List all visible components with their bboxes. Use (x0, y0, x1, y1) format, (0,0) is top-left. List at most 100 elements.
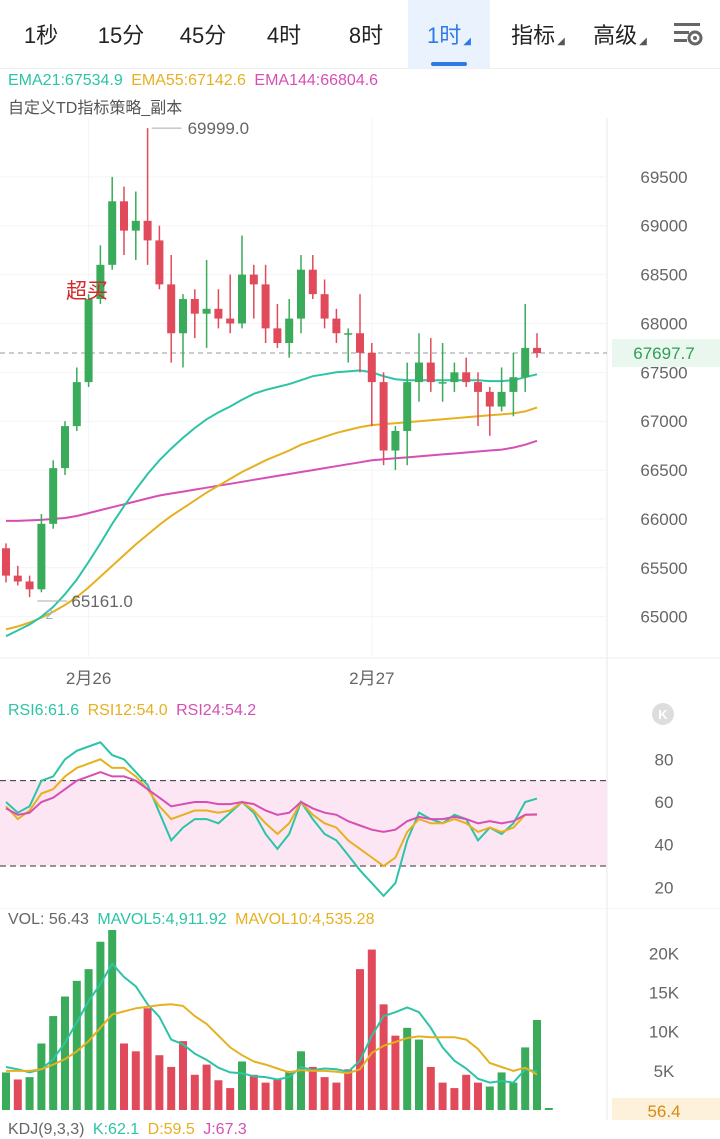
mavol5-line (5, 962, 538, 1084)
candle-body (438, 382, 447, 384)
dropdown-triangle-icon: ◢ (463, 35, 471, 47)
ema55-label: EMA55:67142.6 (131, 72, 246, 89)
high-price-label: 69999.0 (188, 119, 249, 138)
collapse-icon (652, 703, 674, 725)
candle (61, 421, 69, 475)
volume-bar (497, 1072, 506, 1110)
candle (497, 367, 506, 412)
tab-advanced[interactable]: 高级 ◢ (593, 23, 647, 48)
kdj-legend: KDJ(9,3,3) K:62.1 D:59.5 J:67.3 (8, 1121, 251, 1139)
volume-bar (143, 1008, 152, 1110)
candle-body (533, 347, 541, 353)
candle-body (332, 318, 341, 334)
rsi-collapse-button[interactable]: K (652, 703, 674, 725)
candle-body (238, 274, 246, 324)
volume-bar (226, 1088, 235, 1110)
candle (37, 514, 46, 593)
price-tick-label: 67500 (640, 363, 687, 382)
candle (214, 289, 223, 329)
price-tick-label: 69000 (640, 217, 687, 236)
candle-body (344, 333, 353, 335)
candle-body (285, 318, 294, 344)
candle (297, 255, 305, 334)
candle-body (37, 523, 46, 590)
candle (273, 303, 282, 348)
volume-bar (391, 1035, 400, 1110)
ema144-line (6, 439, 538, 522)
candle-body (179, 299, 187, 334)
candle (190, 289, 199, 339)
candle-body (214, 308, 223, 319)
rsi-tick-label: 60 (655, 793, 674, 812)
tab-8h[interactable]: 8时 (348, 23, 384, 48)
strategy-label: 自定义TD指标策略_副本 (8, 100, 183, 117)
volume-bar (84, 969, 93, 1110)
price-tick-label: 68000 (640, 314, 687, 333)
tab-4h[interactable]: 4时 (266, 23, 302, 48)
volume-bar (249, 1074, 258, 1110)
rsi-chart[interactable]: 20 40 60 80 K (0, 698, 720, 908)
volume-chart[interactable]: 5K 10K 15K 20K 56.4 (0, 908, 720, 1120)
candle (415, 333, 423, 402)
candle-body (391, 430, 400, 451)
candle (320, 279, 329, 329)
time-label: 2月26 (66, 669, 111, 688)
rsi-tick-label: 20 (655, 878, 674, 897)
rsi12-label: RSI12:54.0 (87, 702, 168, 719)
kdj-label: KDJ(9,3,3) (8, 1121, 85, 1138)
tab-1s[interactable]: 1秒 (23, 23, 59, 48)
tab-45m[interactable]: 45分 (179, 23, 227, 48)
candle-body (155, 240, 164, 285)
volume-legend: VOL: 56.43 MAVOL5:4,911.92 MAVOL10:4,535… (8, 911, 378, 929)
rsi24-line (5, 771, 538, 833)
volume-bar (202, 1064, 211, 1110)
volume-bar (320, 1077, 329, 1110)
tab-1h[interactable]: 1时 ◢ (408, 0, 490, 68)
volume-bar (367, 949, 376, 1110)
volume-bar (37, 1043, 46, 1110)
candle-body (308, 269, 317, 295)
candle-body (96, 264, 105, 300)
d-label: D:59.5 (147, 1121, 195, 1138)
tab-15m[interactable]: 15分 (97, 23, 145, 48)
volume-bar (61, 996, 69, 1110)
candle (179, 294, 187, 368)
volume-last-badge (612, 1098, 720, 1120)
candle-body (474, 382, 482, 392)
candle (356, 294, 364, 373)
candle (131, 191, 140, 260)
volume-tick-label: 5K (654, 1062, 675, 1081)
price-tick-label: 66500 (640, 461, 687, 480)
candle (226, 274, 235, 334)
ema55-line (5, 406, 538, 631)
candle (2, 543, 10, 583)
candle (202, 259, 211, 348)
candle-body (202, 308, 211, 314)
volume-bar (462, 1074, 471, 1110)
candle-body (108, 201, 117, 265)
candle-body (356, 333, 364, 353)
candle (238, 235, 246, 329)
candle (450, 362, 459, 392)
tab-indicators[interactable]: 指标 ◢ (511, 23, 565, 48)
candle-body (84, 299, 93, 383)
volume-tick-label: 15K (649, 984, 680, 1003)
candle (521, 303, 530, 392)
candle (426, 338, 435, 392)
candle (474, 372, 482, 427)
volume-bar (415, 1039, 423, 1110)
candle-body (61, 426, 69, 469)
candle (13, 565, 22, 586)
active-tab-indicator (431, 62, 467, 66)
j-label: J:67.3 (203, 1121, 247, 1138)
candle (249, 264, 258, 319)
candle-body (497, 391, 506, 407)
candle-body (143, 220, 152, 241)
k-label: K:62.1 (92, 1121, 140, 1138)
candle (167, 255, 176, 363)
mavol10-label: MAVOL10:4,535.28 (235, 911, 375, 928)
price-chart[interactable]: 65000 65500 66000 66500 67000 67500 68000 68500… (0, 118, 720, 698)
chart-settings-icon[interactable] (664, 0, 712, 68)
candle-body (131, 220, 140, 231)
overbought-annotation: 超买 (66, 279, 108, 303)
